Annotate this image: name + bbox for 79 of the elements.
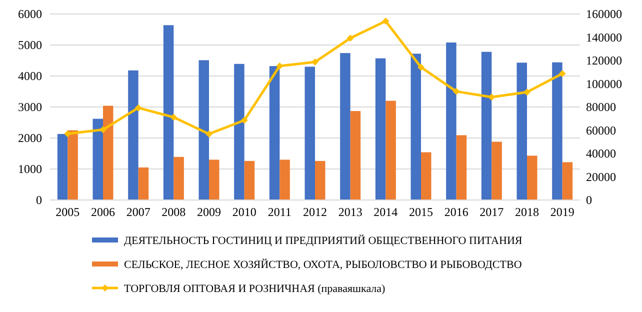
y-tick-label: 4000	[18, 69, 42, 84]
bar	[340, 53, 350, 200]
x-tick-label: 2017	[480, 205, 504, 219]
bar	[57, 134, 68, 200]
y2-tick-label: 0	[586, 193, 592, 208]
bar	[562, 162, 573, 200]
y-tick-label: 6000	[18, 7, 42, 22]
y2-tick-label: 20000	[586, 170, 616, 184]
y-tick-label: 1000	[18, 162, 42, 176]
x-tick-label: 2005	[56, 205, 80, 219]
bar	[68, 130, 78, 200]
point	[170, 114, 178, 121]
x-tick-label: 2013	[338, 205, 362, 219]
x-tick-label: 2007	[126, 205, 150, 219]
bar	[138, 167, 149, 200]
y2-tick-label: 40000	[586, 146, 616, 161]
x-tick-label: 2012	[303, 205, 327, 219]
y2-tick-label: 80000	[586, 100, 616, 114]
bar	[244, 160, 255, 200]
legend-label: СЕЛЬСКОЕ, ЛЕСНОЕ ХОЗЯЙСТВО, ОХОТА, РЫБОЛОВСТВО И РЫБОВОДСТВО	[124, 258, 522, 271]
x-tick-label: 2006	[91, 205, 115, 219]
bar	[128, 70, 138, 200]
legend-label: ДЕЯТЕЛЬНОСТЬ ГОСТИНИЦ И ПРЕДПРИЯТИЙ ОБЩЕСТВЕННОГО ПИТАНИЯ	[124, 234, 523, 247]
bar	[209, 160, 220, 200]
point	[452, 88, 460, 95]
point	[558, 70, 566, 78]
x-tick-label: 2010	[232, 205, 256, 219]
bar	[527, 156, 538, 200]
point	[382, 18, 390, 25]
y-tick-label: 5000	[18, 38, 42, 52]
bar	[163, 25, 174, 200]
point	[206, 130, 212, 138]
bar	[304, 66, 315, 200]
bar	[410, 54, 421, 200]
y2-tick-label: 120000	[586, 54, 622, 68]
bar	[481, 52, 492, 200]
x-tick-label: 2011	[268, 205, 292, 219]
bar	[92, 118, 103, 200]
point	[240, 116, 248, 124]
point	[346, 34, 354, 42]
bar	[492, 142, 502, 200]
x-tick-label: 2009	[197, 205, 221, 219]
point	[312, 58, 318, 66]
x-tick-label: 2014	[374, 205, 398, 219]
bar	[350, 111, 361, 200]
legend-label: ТОРГОВЛЯ ОПТОВАЯ И РОЗНИЧНАЯ (праваяшкала)	[124, 282, 386, 295]
bar	[552, 62, 562, 200]
y-tick-label: 2000	[18, 131, 42, 146]
x-tick-label: 2018	[515, 205, 539, 219]
bar	[198, 60, 209, 200]
bar	[516, 62, 527, 200]
bar	[446, 42, 456, 200]
point	[134, 104, 142, 112]
bar	[315, 160, 326, 200]
x-tick-label: 2015	[409, 205, 433, 219]
x-tick-label: 2019	[550, 205, 574, 219]
bar	[375, 58, 386, 200]
y2-tick-label: 160000	[586, 7, 622, 22]
bar	[421, 152, 432, 200]
bar	[234, 64, 244, 200]
bar	[456, 135, 467, 200]
y2-tick-label: 100000	[586, 76, 622, 91]
point	[488, 94, 496, 101]
bar	[174, 156, 184, 200]
point	[524, 88, 530, 96]
point	[100, 126, 106, 134]
y2-tick-label: 60000	[586, 123, 616, 138]
y-tick-label: 3000	[18, 100, 42, 114]
point	[418, 64, 424, 71]
bar	[386, 100, 396, 200]
bar	[280, 160, 290, 200]
point	[64, 130, 72, 138]
x-tick-label: 2016	[444, 205, 468, 219]
point	[276, 62, 284, 70]
x-tick-label: 2008	[162, 205, 186, 219]
bar	[103, 106, 114, 200]
y-tick-label: 0	[36, 193, 42, 208]
y2-tick-label: 140000	[586, 30, 622, 44]
bar	[269, 66, 280, 200]
